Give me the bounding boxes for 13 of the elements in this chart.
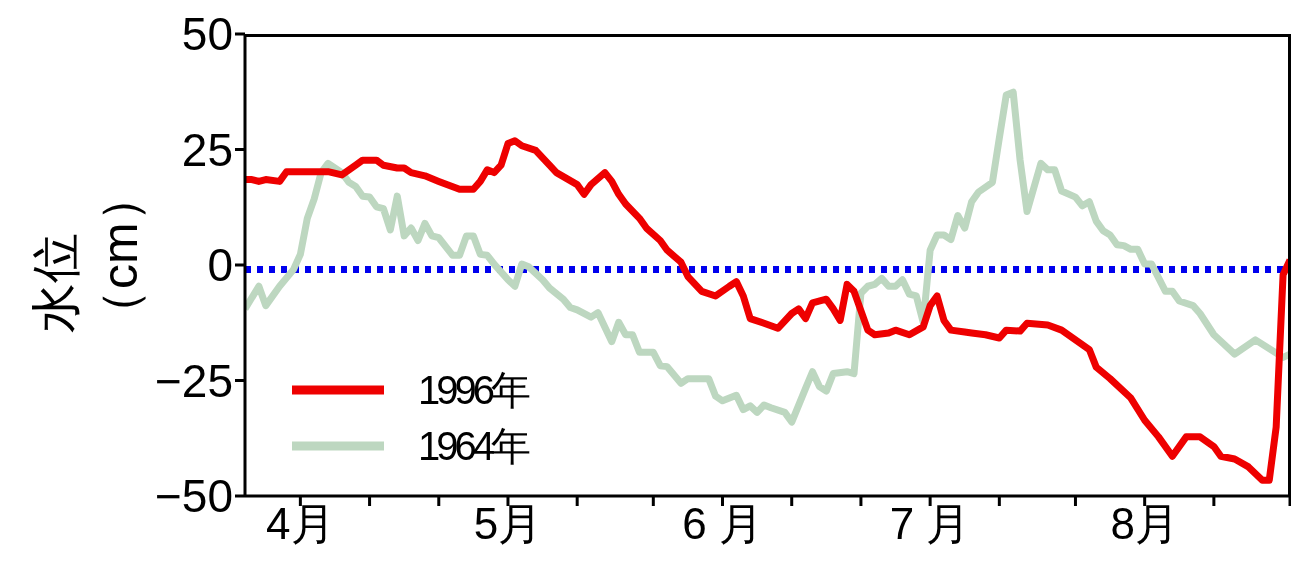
legend-label: 1996年 (418, 366, 527, 414)
x-tick-label: 6 月 (682, 499, 763, 549)
x-tick-label: 5月 (473, 499, 543, 549)
y-tick-label: 0 (207, 239, 233, 292)
x-tick-label: 7 月 (889, 499, 971, 549)
x-tick-label: 4月 (266, 499, 335, 549)
y-tick-label: 50 (181, 8, 233, 61)
y-axis-title: 水位（cm） (27, 172, 149, 339)
y-tick-label: −25 (154, 354, 233, 407)
y-tick-label: 25 (181, 123, 233, 176)
x-tick-label: 8月 (1110, 499, 1179, 549)
y-tick-label: −50 (154, 470, 233, 523)
legend-label: 1964年 (418, 422, 527, 470)
